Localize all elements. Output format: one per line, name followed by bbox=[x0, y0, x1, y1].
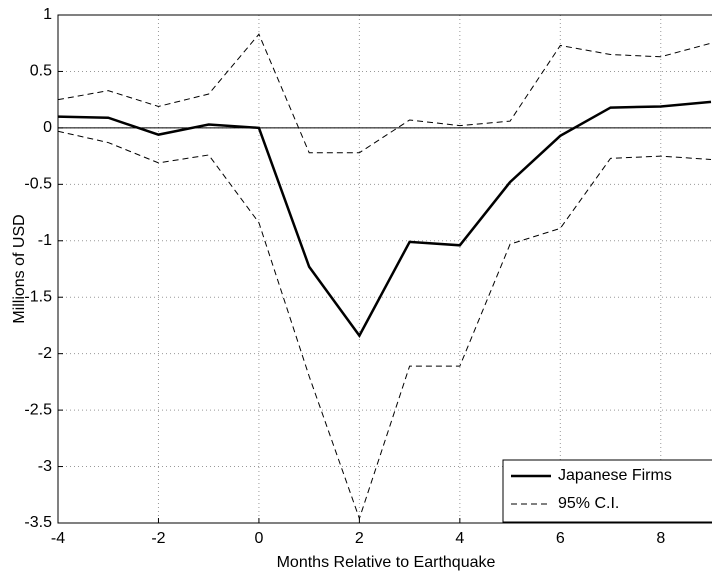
y-tick-label: -0.5 bbox=[24, 176, 52, 193]
x-tick-label: 0 bbox=[254, 530, 263, 547]
data-line bbox=[57, 33, 712, 154]
y-tick-label: -2 bbox=[38, 345, 52, 362]
y-axis-label: Millions of USD bbox=[11, 214, 28, 323]
x-tick-label: -4 bbox=[51, 530, 65, 547]
x-tick-label: 4 bbox=[455, 530, 464, 547]
legend-label: 95% C.I. bbox=[558, 495, 619, 512]
y-tick-label: -1.5 bbox=[24, 288, 52, 305]
plot-frame bbox=[57, 14, 712, 524]
x-tick-label: 2 bbox=[355, 530, 364, 547]
y-tick-label: -3.5 bbox=[24, 514, 52, 531]
x-axis-label: Months Relative to Earthquake bbox=[277, 554, 496, 571]
x-tick-label: 6 bbox=[556, 530, 565, 547]
x-tick-label: -2 bbox=[151, 530, 165, 547]
y-tick-label: -2.5 bbox=[24, 401, 52, 418]
y-tick-label: 0.5 bbox=[30, 63, 52, 80]
x-tick-label: 8 bbox=[656, 530, 665, 547]
data-line bbox=[57, 100, 712, 338]
y-tick-label: 0 bbox=[43, 119, 52, 136]
y-tick-label: -3 bbox=[38, 458, 52, 475]
legend-label: Japanese Firms bbox=[558, 467, 672, 484]
legend-box bbox=[502, 459, 712, 523]
y-tick-label: -1 bbox=[38, 232, 52, 249]
y-tick-label: 1 bbox=[43, 6, 52, 23]
data-line bbox=[57, 130, 712, 521]
